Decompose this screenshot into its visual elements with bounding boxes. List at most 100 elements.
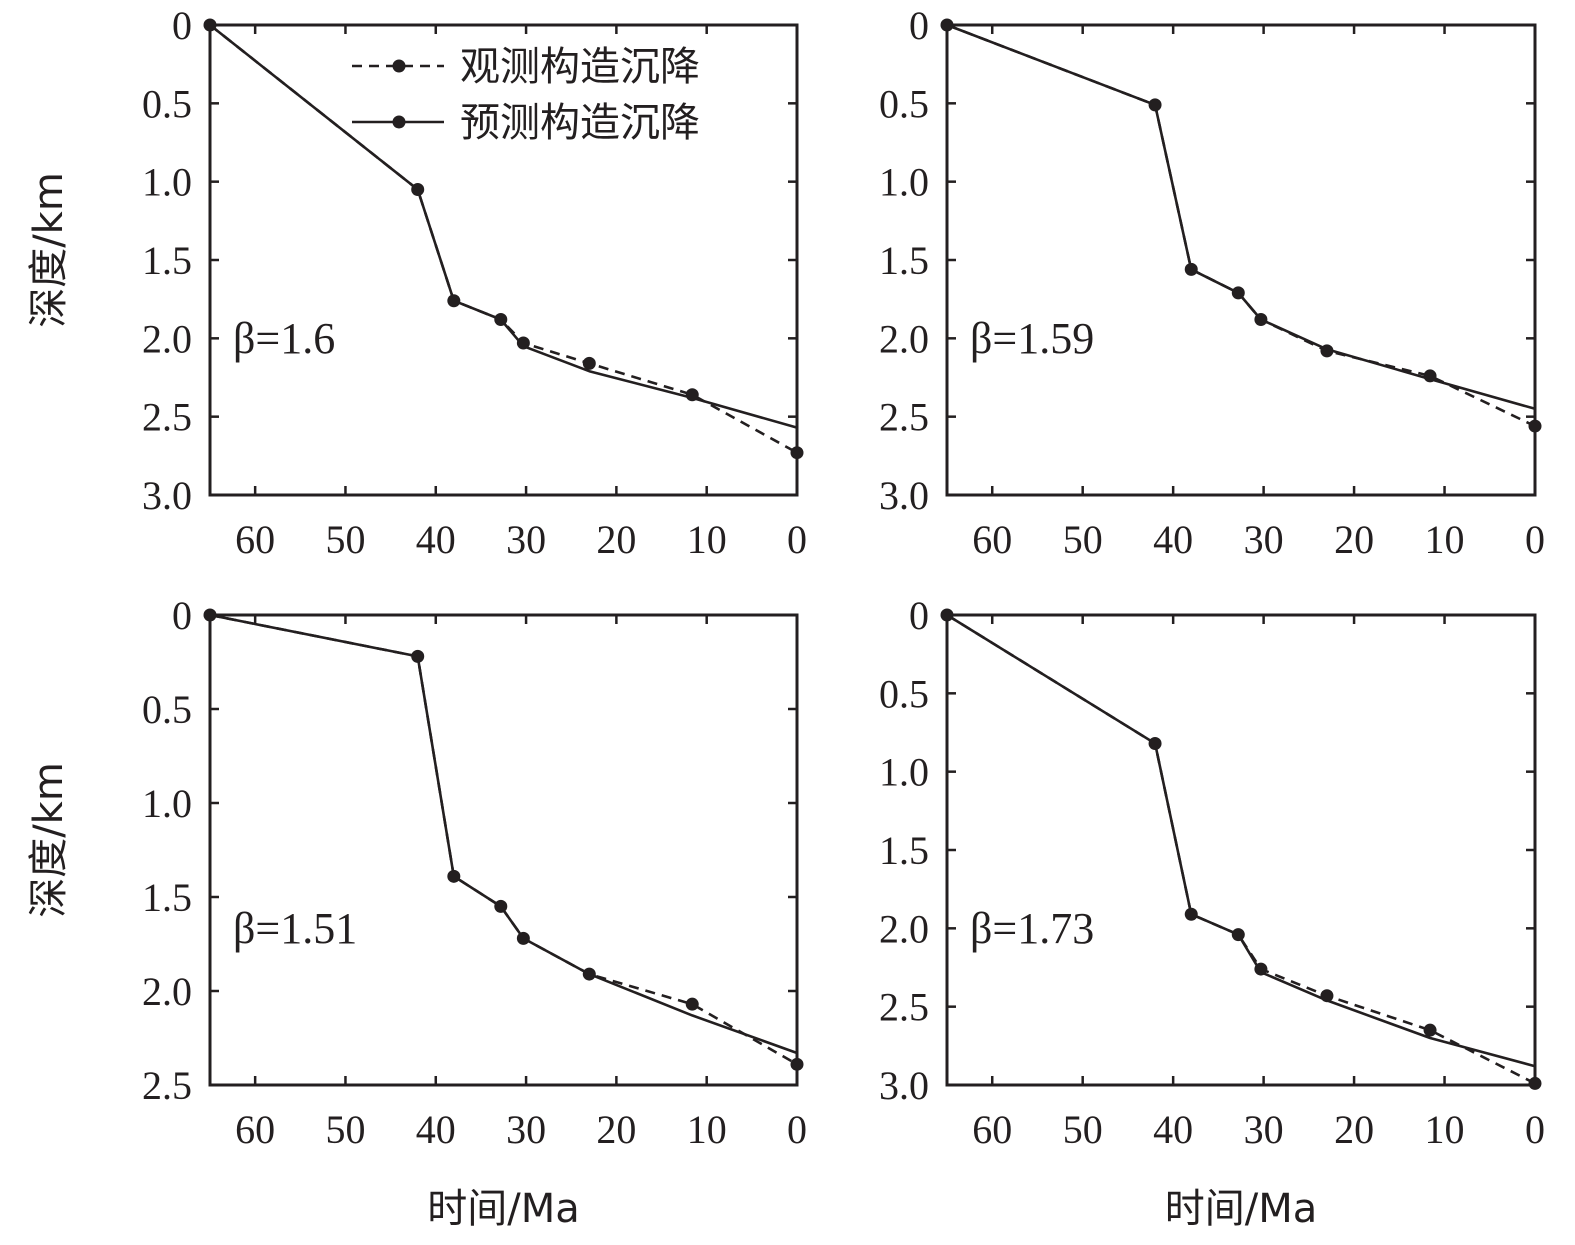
data-point [411,649,425,663]
y-tick-label: 0 [909,593,929,638]
observed-series-line [209,613,798,1066]
plot-frame [945,23,1537,497]
y-tick-label: 2.5 [142,1063,192,1108]
x-tick-label: 20 [596,517,636,562]
beta-annotation: β=1.59 [970,314,1094,363]
x-tick-label: 30 [1244,517,1284,562]
data-point [447,294,461,308]
y-tick-label: 2.0 [142,969,192,1014]
y-tick-label: 2.5 [879,395,929,440]
data-point [582,356,596,370]
y-tick-label: 0 [909,3,929,48]
predicted-series-line [946,613,1536,1068]
data-point [582,967,596,981]
legend-observed-marker [392,59,406,73]
y-tick-label: 0 [172,3,192,48]
y-tick-label: 3.0 [879,1063,929,1108]
data-point [1184,262,1198,276]
x-tick-label: 50 [325,517,365,562]
data-point [494,899,508,913]
x-tick-label: 20 [1334,1107,1374,1152]
x-axis-title: 时间/Ma [427,1186,580,1232]
data-point [203,18,217,32]
y-tick-label: 1.0 [142,160,192,205]
x-tick-label: 40 [416,1107,456,1152]
y-tick-label: 3.0 [142,473,192,518]
x-tick-label: 0 [787,517,807,562]
x-tick-label: 50 [1063,517,1103,562]
x-tick-label: 30 [1244,1107,1284,1152]
data-point [1254,962,1268,976]
y-tick-label: 1.0 [879,160,929,205]
x-tick-label: 0 [787,1107,807,1152]
x-tick-label: 60 [235,517,275,562]
data-point [516,931,530,945]
data-point [494,313,508,327]
y-tick-label: 2.0 [142,316,192,361]
beta-annotation: β=1.51 [233,904,357,953]
data-point [790,446,804,460]
data-point [940,18,954,32]
chart-panel-1: 60 50 40 30 20 10 0 0 0.5 1.0 1.5 2.0 2.5 3.0 β=1.6 深度/… [26,3,807,562]
observed-series-line [946,23,1536,428]
data-point [203,608,217,622]
data-point [790,1057,804,1071]
data-point [1528,1076,1542,1090]
x-tick-label: 40 [416,517,456,562]
chart-panel-4: 60 50 40 30 20 10 0 0 0.5 1.0 1.5 2.0 2.5 3.0 β=1.73 时间… [879,593,1545,1232]
y-tick-label: 1.5 [142,875,192,920]
y-tick-label: 0.5 [879,81,929,126]
x-tick-label: 20 [1334,517,1374,562]
x-tick-label: 40 [1153,517,1193,562]
y-tick-label: 2.5 [879,985,929,1030]
x-tick-label: 60 [235,1107,275,1152]
y-axis-title: 深度/km [26,762,72,918]
x-tick-label: 60 [972,517,1012,562]
predicted-series-line [209,23,798,429]
data-point [1184,907,1198,921]
data-point [1148,98,1162,112]
y-tick-label: 0.5 [142,687,192,732]
data-point [1423,369,1437,383]
data-point [685,388,699,402]
y-tick-label: 0.5 [879,671,929,716]
x-tick-label: 50 [1063,1107,1103,1152]
y-tick-label: 0 [172,593,192,638]
data-point [411,183,425,196]
predicted-series-line [946,23,1536,411]
beta-annotation: β=1.73 [970,904,1094,953]
y-tick-label: 2.0 [879,316,929,361]
plot-frame [945,613,1537,1087]
data-point [516,336,530,350]
data-point [1528,419,1542,433]
legend-predicted-marker [392,115,406,129]
data-point [1423,1023,1437,1037]
data-point [1254,313,1268,327]
y-axis-title: 深度/km [26,172,72,328]
y-tick-label: 0.5 [142,81,192,126]
beta-annotation: β=1.6 [233,314,335,363]
x-tick-label: 60 [972,1107,1012,1152]
x-tick-label: 50 [325,1107,365,1152]
y-tick-label: 1.0 [142,781,192,826]
data-point [447,869,461,883]
observed-series-line [946,613,1536,1085]
y-tick-label: 1.5 [879,828,929,873]
x-tick-label: 20 [596,1107,636,1152]
x-tick-label: 30 [506,1107,546,1152]
x-tick-label: 0 [1525,517,1545,562]
legend-observed-label: 观测构造沉降 [460,44,700,90]
y-tick-label: 2.5 [142,395,192,440]
y-tick-label: 2.0 [879,906,929,951]
x-tick-label: 10 [687,1107,727,1152]
x-tick-label: 30 [506,517,546,562]
predicted-series-line [209,613,798,1055]
chart-panel-2: 60 50 40 30 20 10 0 0 0.5 1.0 1.5 2.0 2.5 3.0 β=1.59 [879,3,1545,562]
legend-predicted-label: 预测构造沉降 [460,100,700,146]
x-tick-label: 10 [687,517,727,562]
data-point [1231,928,1245,942]
data-point [1320,989,1334,1003]
plot-frame [208,613,799,1087]
